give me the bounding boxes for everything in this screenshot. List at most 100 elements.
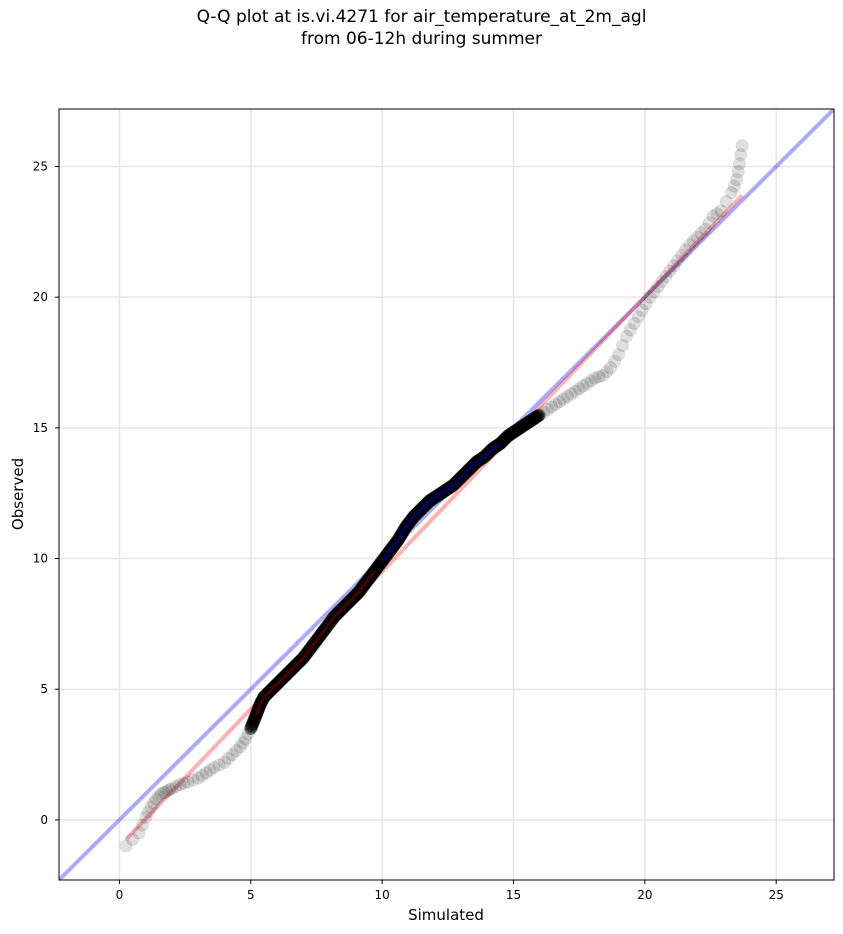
quantile-point [533,408,547,422]
mid-quantile-highlight [475,454,486,464]
mid-quantile-highlight [404,515,416,529]
quantile-point [238,732,253,746]
quantile-point [698,222,712,236]
quantile-point [548,397,563,411]
quantile-point [523,414,537,428]
mid-quantile-highlight [451,476,463,487]
quantile-point [146,796,161,810]
quantile-point [588,371,602,385]
quantile-point [502,428,516,442]
quantile-point [576,379,590,393]
quantile-point [615,338,630,353]
low-quantile-highlight [341,599,352,610]
quantile-point [217,755,232,769]
quantile-point [667,259,681,273]
y-tick-label: 5 [40,682,48,696]
quantile-point [647,285,661,299]
quantile-point [627,316,641,330]
quantile-point [531,409,545,423]
mid-quantile-highlight [436,488,447,498]
quantile-point [611,348,626,362]
quantile-point [529,410,543,424]
quantile-point [241,727,255,741]
y-tick-label: 20 [33,290,48,304]
fit-line [124,193,744,841]
quantile-point [619,329,634,343]
mid-quantile-highlight [467,460,479,472]
quantile-point [507,425,521,439]
mid-quantile-highlight [483,447,494,459]
quantile-point [521,416,535,430]
quantile-point [724,186,739,200]
quantile-point [221,751,236,766]
quantile-point [706,209,720,223]
low-quantile-highlight [365,570,376,583]
quantile-point [584,374,598,388]
quantile-point [556,392,571,406]
quantile-point [702,216,716,230]
quantile-point [734,148,748,162]
quantile-point [528,411,542,425]
low-quantile-highlight [258,696,266,706]
quantile-point [510,423,524,437]
quantile-point [512,421,526,436]
reference-line-y-equals-x [59,109,834,880]
quantile-point [160,784,174,798]
quantile-point [532,408,546,423]
quantile-point [149,792,163,806]
quantile-point [181,775,195,789]
quantile-point [497,433,511,447]
quantile-point [686,234,701,248]
quantile-point [173,778,187,792]
quantile-point [154,787,169,801]
quantile-point [152,789,166,803]
quantile-point [530,410,544,424]
quantile-point [499,431,513,445]
quantile-point [596,368,610,383]
mid-quantile-highlight [388,539,400,552]
mid-quantile-highlight [444,483,455,493]
quantile-point [157,785,171,800]
x-tick-label: 0 [116,888,124,902]
quantile-point [568,384,582,398]
quantile-point [731,165,745,179]
quantile-point [498,432,512,446]
quantile-point [659,269,673,283]
quantile-point [125,832,140,847]
quantile-point [225,747,239,762]
low-quantile-highlight [302,646,313,659]
quantile-point [560,389,574,404]
quantile-point [735,138,749,153]
low-quantile-highlight [317,625,329,638]
mid-quantile-highlight [459,468,471,479]
quantile-point [690,230,704,244]
quantile-point [564,387,578,401]
quantile-point [246,715,261,729]
quantile-point [694,226,708,240]
quantile-point [592,370,606,384]
quantile-point [604,361,618,375]
quantile-point [509,423,523,438]
chart-title-line-2: from 06-12h during summer [301,29,542,49]
low-quantile-highlight [278,672,289,683]
quantile-point [144,800,158,814]
quantile-point [244,720,259,734]
quantile-point [544,400,559,414]
quantile-point [186,773,200,787]
x-tick-label: 25 [769,888,784,902]
mid-quantile-highlight [412,507,423,519]
quantile-point [513,421,527,435]
quantile-point [524,414,538,428]
quantile-point [727,179,741,193]
quantile-point [527,412,541,426]
quantile-point [671,253,685,268]
quantile-point [191,771,205,785]
quantile-point [651,280,665,294]
quantile-point [141,805,155,819]
quantile-point [119,839,133,853]
quantile-point [505,426,519,440]
quantile-point [719,195,733,209]
mid-quantile-highlight [428,494,439,503]
chart-title-line-1: Q-Q plot at is.vi.4271 for air_temperatu… [196,7,647,27]
quantile-point [245,718,259,732]
